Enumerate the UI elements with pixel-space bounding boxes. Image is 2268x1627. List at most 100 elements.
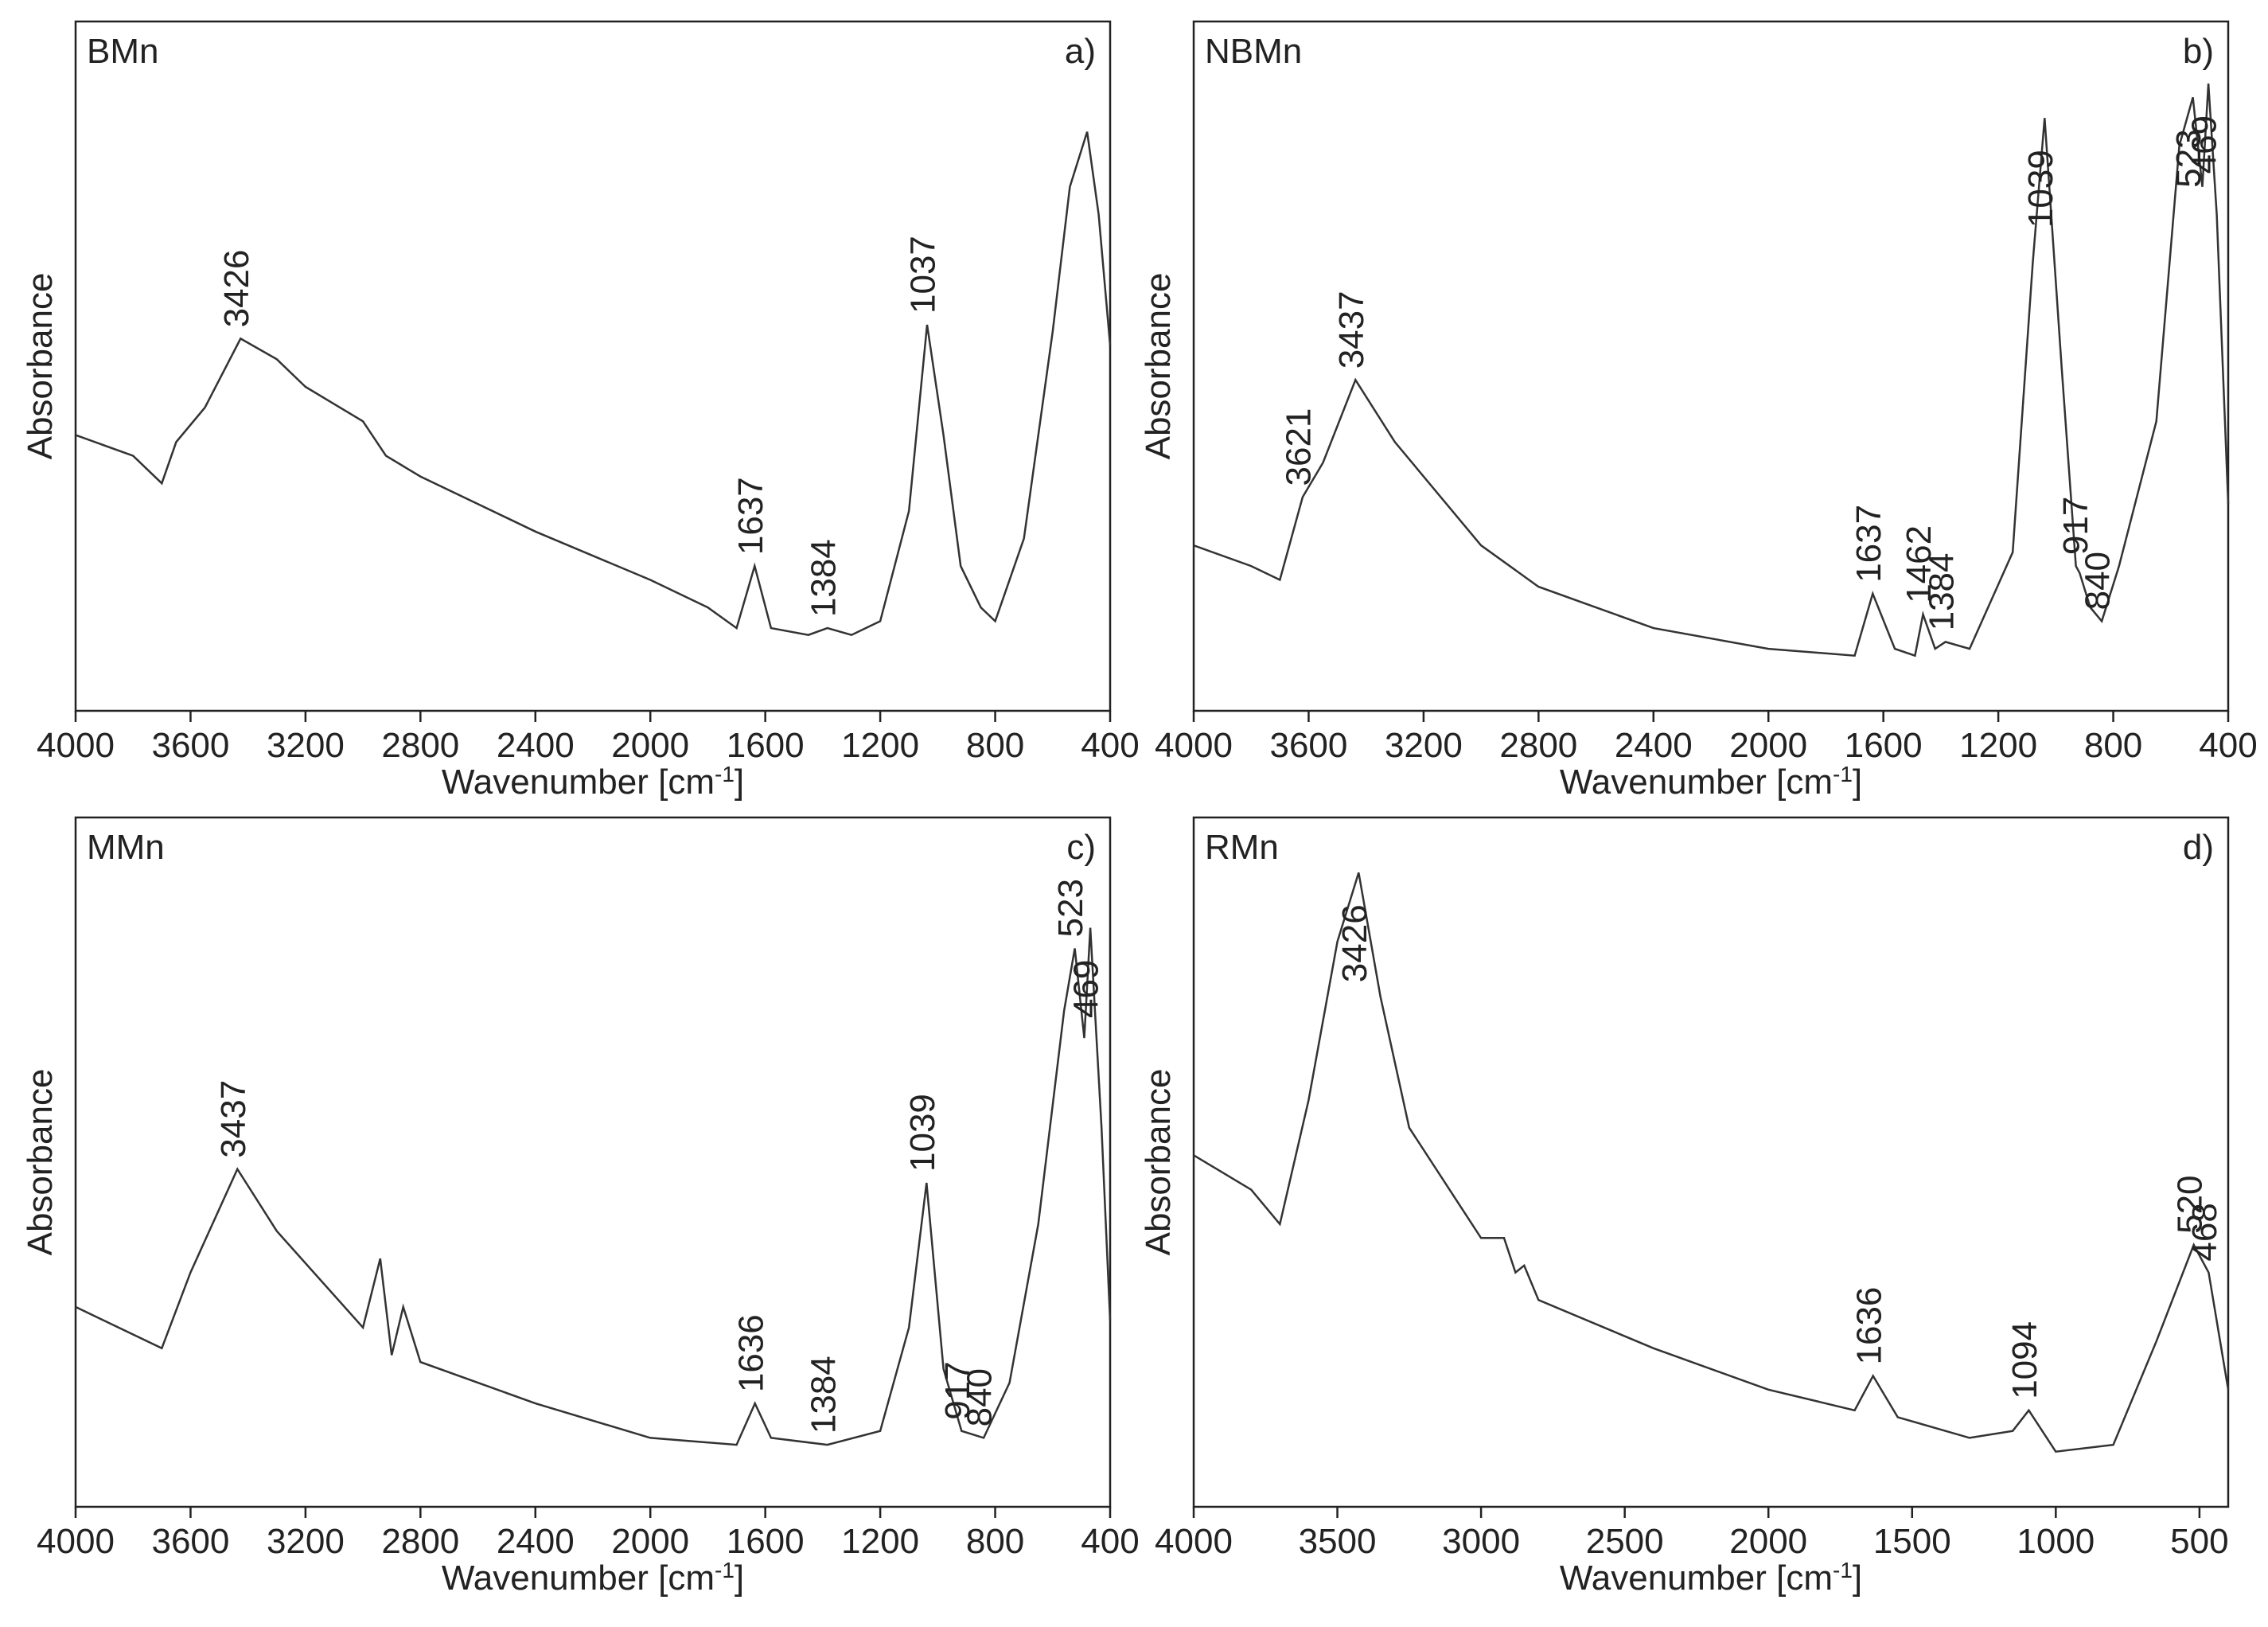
- panel-label: a): [1065, 32, 1096, 71]
- plot-frame: [1192, 20, 2230, 712]
- x-tick-label: 1600: [727, 726, 805, 765]
- x-axis-label-part: ]: [1853, 1559, 1862, 1598]
- peak-label: 1637: [1849, 505, 1888, 583]
- x-axis-label-part: -1: [1833, 762, 1853, 786]
- spectrum-line: [75, 927, 1112, 1446]
- x-tick-label: 2400: [497, 726, 575, 765]
- x-axis-label-part: Wavenumber [cm: [442, 763, 715, 802]
- x-tick-label: 400: [2199, 726, 2257, 765]
- x-axis-label: Wavenumber [cm-1]: [1560, 762, 1862, 802]
- panel-label: b): [2183, 32, 2214, 71]
- y-axis-label: Absorbance: [21, 1069, 60, 1256]
- x-axis-label-part: -1: [715, 762, 735, 786]
- peak-label: 523: [2169, 129, 2208, 187]
- panel: 4000 3600 3200 2800 2400 2000 1600 1200 800 400 Wa…: [21, 816, 1140, 1598]
- peak-label: 1384: [804, 1356, 843, 1434]
- peak-label: 1636: [1849, 1287, 1888, 1365]
- peak-label: 1384: [1922, 553, 1961, 631]
- peak-label: 3426: [1335, 904, 1374, 982]
- x-tick-label: 2800: [381, 726, 459, 765]
- panel: 4000 3600 3200 2800 2400 2000 1600 1200 800 400 Wa…: [1139, 20, 2258, 802]
- panel-label: d): [2183, 828, 2214, 867]
- x-axis-label-part: -1: [715, 1558, 735, 1582]
- peak-label: 469: [2185, 115, 2224, 174]
- x-tick-label: 2800: [1499, 726, 1577, 765]
- spectrum-line: [1193, 872, 2230, 1453]
- spectrum-line: [1193, 83, 2230, 657]
- x-tick-label: 400: [1081, 726, 1139, 765]
- x-tick-label: 3600: [151, 726, 229, 765]
- peak-label: 840: [2079, 552, 2118, 610]
- x-axis-label-part: ]: [735, 763, 744, 802]
- peak-label: 1384: [804, 539, 843, 617]
- peak-label: 1037: [904, 236, 943, 314]
- x-tick-label: 2000: [611, 726, 689, 765]
- plot-frame: [74, 20, 1112, 712]
- x-tick-label: 800: [966, 1522, 1024, 1561]
- peak-label: 3426: [217, 250, 256, 328]
- panel-label: c): [1066, 828, 1096, 867]
- x-axis-label: Wavenumber [cm-1]: [442, 762, 744, 802]
- x-axis-label-part: -1: [1833, 1558, 1853, 1582]
- x-tick-label: 4000: [37, 726, 115, 765]
- y-axis-label: Absorbance: [21, 273, 60, 460]
- x-tick-label: 1000: [2017, 1522, 2095, 1561]
- x-tick-label: 800: [2084, 726, 2142, 765]
- x-tick-label: 2000: [1729, 726, 1807, 765]
- peak-label: 1636: [731, 1314, 770, 1392]
- x-tick-label: 3000: [1442, 1522, 1520, 1561]
- panel: 4000 3500 3000 2500 2000 1500 1000 500 Wavenumbe…: [1139, 816, 2230, 1598]
- x-tick-label: 2400: [1615, 726, 1693, 765]
- x-tick-label: 2400: [497, 1522, 575, 1561]
- series-name: NBMn: [1205, 32, 1302, 71]
- panel: 4000 3600 3200 2800 2400 2000 1600 1200 800 400 Wa…: [21, 20, 1140, 802]
- x-tick-label: 1200: [841, 726, 919, 765]
- x-tick-label: 2500: [1586, 1522, 1664, 1561]
- peak-label: 520: [2170, 1175, 2209, 1233]
- x-tick-label: 3500: [1299, 1522, 1377, 1561]
- plot-frame: [1192, 816, 2230, 1508]
- x-tick-label: 1600: [727, 1522, 805, 1561]
- plot-frame: [74, 816, 1112, 1508]
- peak-label: 917: [2056, 497, 2095, 555]
- peak-label: 1637: [731, 477, 770, 555]
- x-axis-label-part: ]: [735, 1559, 744, 1598]
- x-axis-label-part: ]: [1853, 763, 1862, 802]
- y-axis-label: Absorbance: [1139, 1069, 1178, 1256]
- x-tick-label: 2000: [1729, 1522, 1807, 1561]
- x-tick-label: 800: [966, 726, 1024, 765]
- peak-label: 523: [1051, 879, 1090, 937]
- x-tick-label: 3200: [267, 1522, 345, 1561]
- peak-label: 1039: [2021, 150, 2060, 228]
- x-tick-label: 2800: [381, 1522, 459, 1561]
- peak-label: 468: [2185, 1203, 2224, 1261]
- series-name: BMn: [87, 32, 158, 71]
- x-axis-label-part: Wavenumber [cm: [1560, 763, 1833, 802]
- x-tick-label: 3200: [1385, 726, 1463, 765]
- x-tick-label: 3200: [267, 726, 345, 765]
- peak-label: 840: [961, 1368, 1000, 1426]
- peak-label: 469: [1067, 960, 1106, 1018]
- peak-label: 3621: [1280, 408, 1319, 486]
- spectrum-line: [75, 131, 1112, 637]
- x-tick-label: 1200: [1959, 726, 2037, 765]
- x-tick-label: 1600: [1845, 726, 1923, 765]
- x-tick-label: 3600: [151, 1522, 229, 1561]
- x-tick-label: 4000: [1155, 1522, 1233, 1561]
- peak-label: 3437: [1332, 291, 1371, 369]
- x-tick-label: 2000: [611, 1522, 689, 1561]
- series-name: MMn: [87, 828, 165, 867]
- x-axis-label: Wavenumber [cm-1]: [1560, 1558, 1862, 1598]
- peak-label: 1094: [2005, 1321, 2044, 1399]
- x-axis-label-part: Wavenumber [cm: [442, 1559, 715, 1598]
- peak-label: 1039: [903, 1094, 942, 1172]
- x-tick-label: 500: [2170, 1522, 2228, 1561]
- x-tick-label: 4000: [1155, 726, 1233, 765]
- peak-label: 3437: [214, 1080, 253, 1158]
- x-axis-label-part: Wavenumber [cm: [1560, 1559, 1833, 1598]
- x-tick-label: 1200: [841, 1522, 919, 1561]
- series-name: RMn: [1205, 828, 1279, 867]
- x-tick-label: 4000: [37, 1522, 115, 1561]
- x-axis-label: Wavenumber [cm-1]: [442, 1558, 744, 1598]
